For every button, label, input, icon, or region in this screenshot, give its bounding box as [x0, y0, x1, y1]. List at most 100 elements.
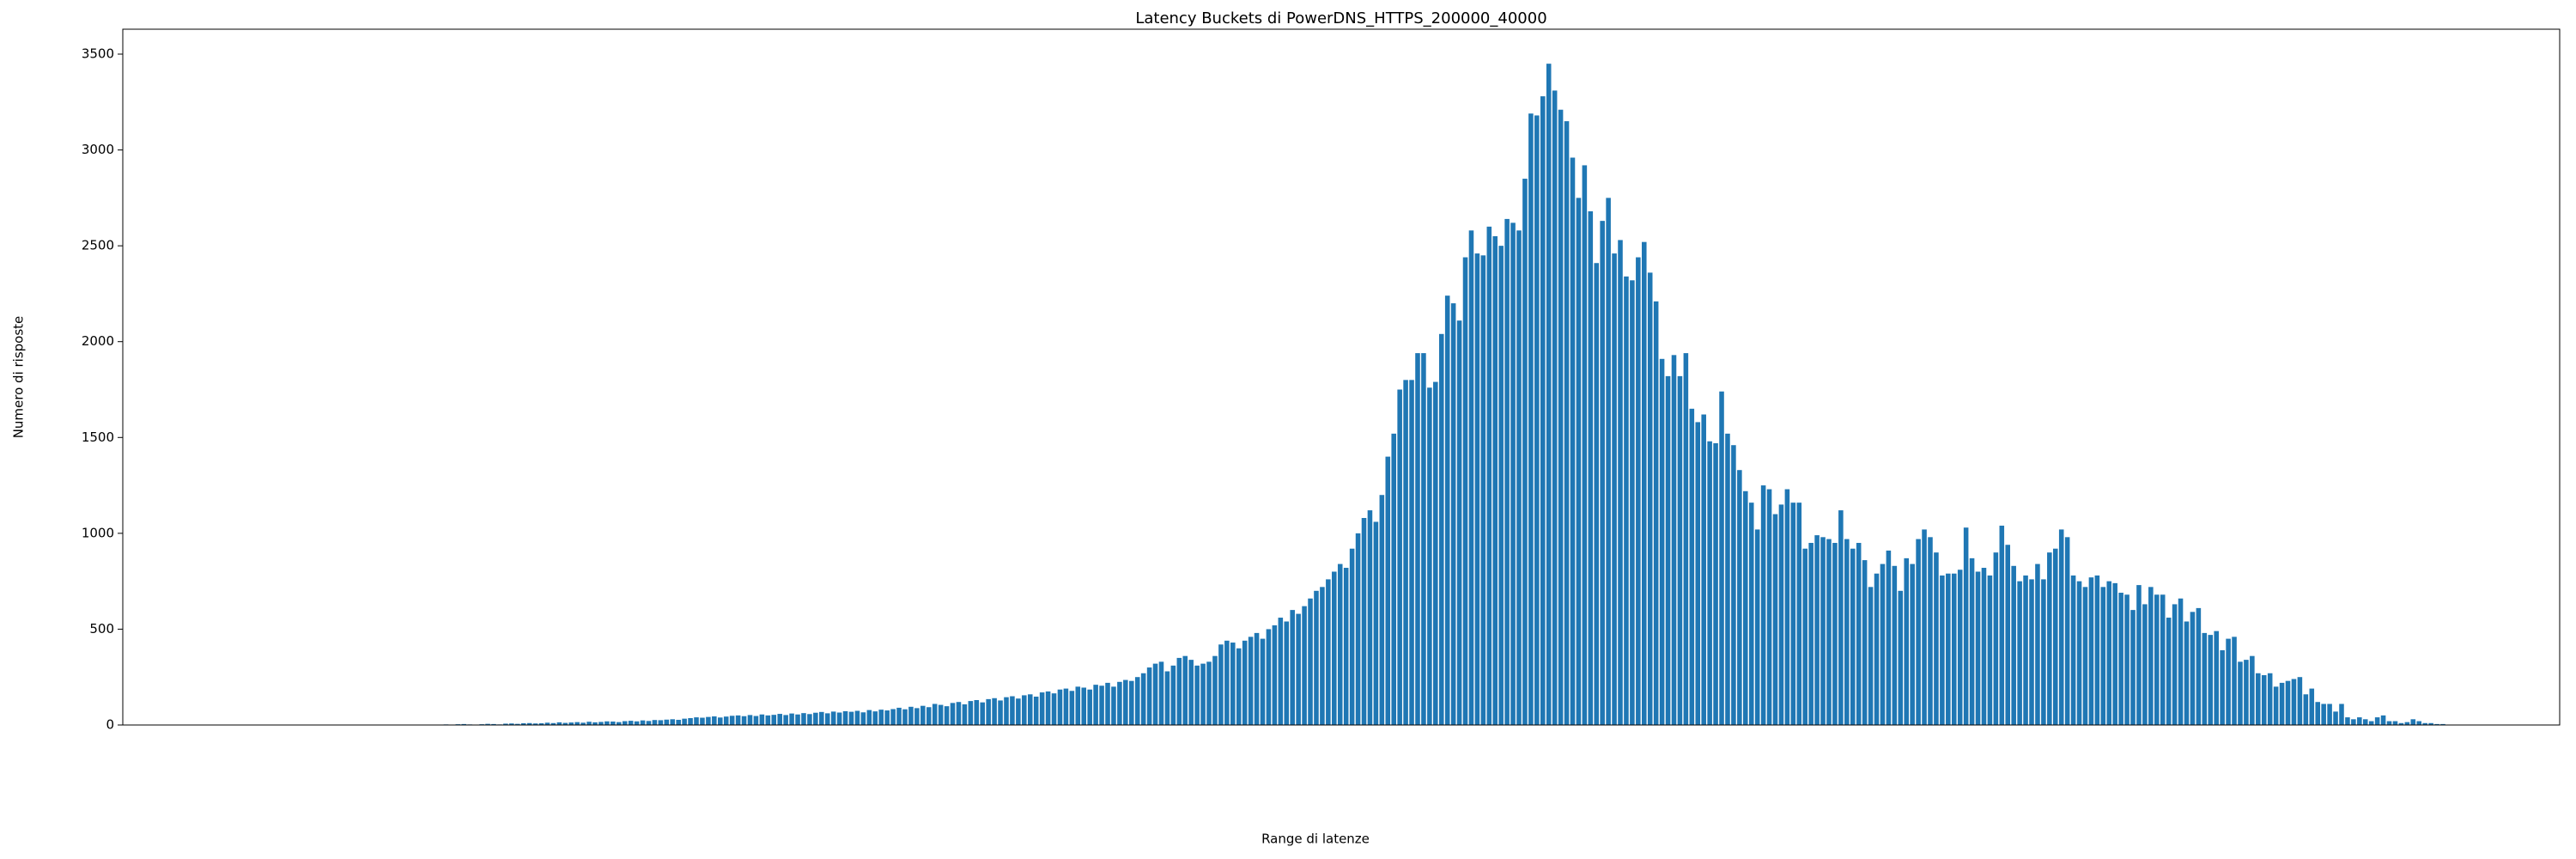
bar [2303, 694, 2309, 725]
bar [1033, 696, 1039, 725]
bar [1862, 560, 1868, 725]
bar [1302, 606, 1307, 725]
bar [1320, 587, 1325, 725]
bar [586, 722, 592, 725]
bar [1480, 255, 1486, 725]
bar [932, 704, 938, 725]
bar [1772, 514, 1778, 725]
bar [783, 715, 788, 725]
bar [1254, 632, 1260, 725]
bar [1850, 548, 1856, 725]
bar [2279, 682, 2285, 725]
bar [1385, 456, 1391, 725]
bar [1528, 113, 1534, 725]
bar [1683, 353, 1689, 725]
bar [1182, 655, 1188, 725]
y-tick-label: 0 [106, 717, 114, 733]
bar [956, 702, 962, 725]
bar [1665, 375, 1671, 725]
bar [1588, 210, 1594, 726]
bar [2440, 723, 2445, 725]
bar [1594, 263, 1600, 725]
bar [1498, 246, 1504, 725]
bar [1582, 165, 1588, 725]
bar [986, 698, 991, 725]
bar [2196, 607, 2202, 725]
bar [1802, 548, 1807, 725]
bar [1754, 529, 1760, 725]
bar [1290, 610, 1295, 725]
bar [1731, 445, 1736, 725]
bar [2190, 612, 2196, 725]
bar [598, 722, 604, 725]
bar [556, 722, 562, 725]
bar [544, 722, 550, 725]
bar [1016, 698, 1021, 725]
bar [2184, 621, 2190, 725]
bar [944, 706, 950, 725]
bar [1248, 637, 1254, 725]
bar [485, 723, 490, 725]
bar [520, 722, 526, 725]
bar [2351, 719, 2356, 725]
bar [1200, 663, 1206, 725]
bar [1379, 495, 1385, 725]
bar [2011, 565, 2016, 725]
bar [1618, 240, 1623, 725]
bar [574, 722, 580, 725]
bar [461, 723, 467, 725]
bar [1468, 230, 1474, 726]
bar [1510, 222, 1516, 725]
bar [830, 711, 836, 725]
bar [1063, 688, 1069, 725]
bar [2070, 575, 2076, 725]
bar [2232, 637, 2237, 725]
bar [2076, 581, 2082, 725]
bar [1224, 640, 1230, 725]
bar [747, 715, 753, 725]
bar [1272, 624, 1278, 725]
bar [628, 721, 634, 725]
bar [1123, 679, 1128, 725]
bar [664, 719, 670, 725]
bar [2017, 581, 2022, 725]
bar [1045, 691, 1051, 725]
bar [2148, 587, 2154, 725]
bar [652, 720, 658, 725]
bar [2208, 635, 2214, 725]
bar [801, 713, 806, 725]
bar [1642, 241, 1647, 726]
bar [1981, 568, 1987, 725]
bar [896, 707, 902, 725]
bar [1934, 552, 1939, 725]
y-tick-label: 500 [89, 621, 114, 637]
bar [2291, 679, 2297, 725]
bar [759, 714, 765, 725]
bar [1904, 557, 1910, 725]
bar [2118, 593, 2123, 725]
bar [998, 700, 1003, 725]
bar [866, 710, 872, 725]
bar [1534, 115, 1540, 726]
bar [2256, 673, 2261, 725]
bar [1558, 109, 1564, 726]
bar [2154, 594, 2160, 725]
bar [753, 716, 759, 725]
bar [771, 715, 777, 725]
bar [491, 723, 496, 725]
bar [1355, 533, 1361, 725]
bar [2285, 680, 2291, 725]
bar [795, 714, 800, 725]
bar [2362, 719, 2368, 725]
bar [1766, 489, 1772, 725]
bar [2029, 579, 2034, 725]
bar [848, 711, 854, 725]
bar [2166, 618, 2172, 725]
bar [2220, 649, 2225, 725]
bar [1164, 671, 1170, 725]
bar [2214, 631, 2219, 725]
bar [2142, 604, 2148, 725]
bar [2244, 660, 2249, 725]
bar [1546, 64, 1552, 726]
bar [658, 720, 664, 725]
